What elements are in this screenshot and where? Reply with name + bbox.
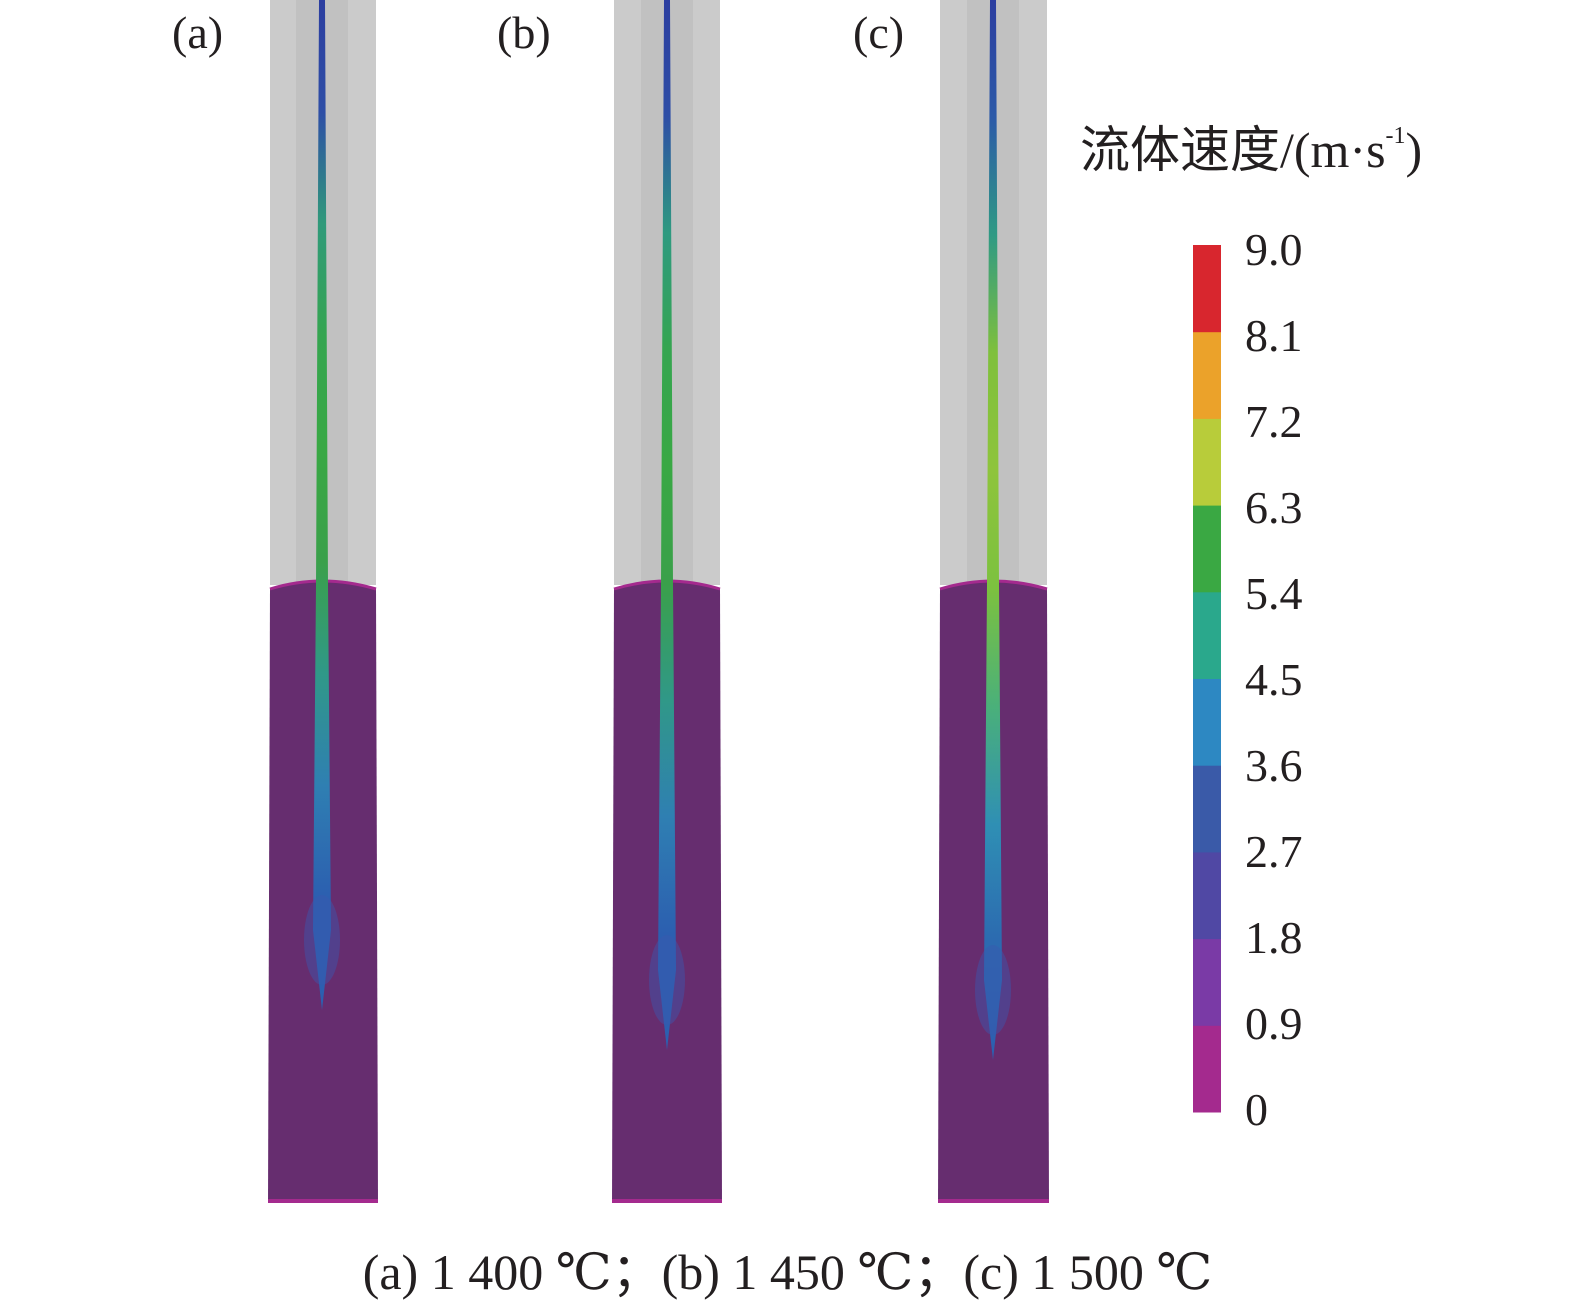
colorbar-tick: 7.2 — [1245, 396, 1303, 447]
colorbar-tick: 1.8 — [1245, 912, 1303, 963]
jet-penetration-zone — [304, 895, 340, 985]
colorbar-tick: 8.1 — [1245, 310, 1303, 361]
jet-penetration-zone — [649, 935, 685, 1025]
colorbar-title: 流体速度/(m·s-1) — [1080, 122, 1423, 178]
colorbar-segment — [1193, 505, 1221, 593]
colorbar-tick: 3.6 — [1245, 740, 1303, 791]
panel-label-a: (a) — [172, 7, 224, 58]
panel-label-b: (b) — [497, 7, 551, 58]
colorbar-segment — [1193, 1025, 1221, 1113]
gas-jet — [658, 0, 676, 1050]
colorbar-segment — [1193, 245, 1221, 333]
colorbar-tick: 4.5 — [1245, 654, 1303, 705]
figure-caption: (a) 1 400 ℃；(b) 1 450 ℃；(c) 1 500 ℃ — [362, 1244, 1213, 1300]
colorbar-segment — [1193, 591, 1221, 679]
panel-label-c: (c) — [853, 7, 905, 58]
gas-jet — [313, 0, 331, 1010]
bath-bottom — [938, 1199, 1049, 1203]
colorbar-tick: 5.4 — [1245, 568, 1303, 619]
colorbar-segment — [1193, 678, 1221, 766]
gas-jet — [984, 0, 1002, 1060]
colorbar-segment — [1193, 418, 1221, 506]
colorbar-tick: 6.3 — [1245, 482, 1303, 533]
colorbar-tick: 2.7 — [1245, 826, 1303, 877]
bath-bottom — [268, 1199, 378, 1203]
jet-penetration-zone — [975, 945, 1011, 1035]
colorbar-segment — [1193, 851, 1221, 940]
colorbar-tick: 0.9 — [1245, 998, 1303, 1049]
colorbar-tick: 9.0 — [1245, 224, 1303, 275]
bath-bottom — [612, 1199, 722, 1203]
colorbar-segment — [1193, 331, 1221, 419]
colorbar-tick: 0 — [1245, 1084, 1268, 1135]
colorbar-segment — [1193, 938, 1221, 1026]
colorbar-segment — [1193, 765, 1221, 853]
